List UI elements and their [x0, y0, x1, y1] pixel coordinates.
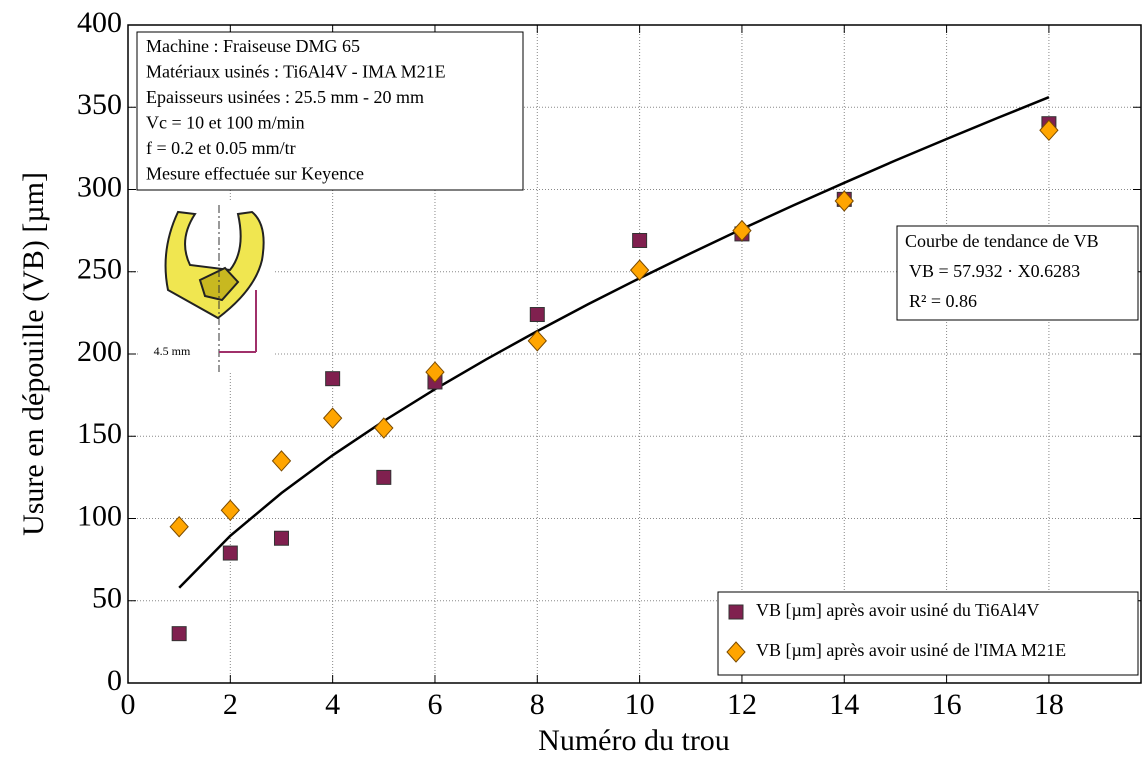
legend-frame — [717, 591, 1139, 676]
y-tick-label: 200 — [77, 335, 122, 368]
drill-label: 4.5 mm — [154, 344, 191, 358]
y-tick-label: 350 — [77, 88, 122, 121]
y-tick-label: 250 — [77, 253, 122, 286]
info-line: Matériaux usinés : Ti6Al4V - IMA M21E — [146, 62, 446, 82]
x-tick-label: 16 — [932, 688, 962, 721]
legend: VB [µm] après avoir usiné du Ti6Al4V VB [… — [717, 591, 1139, 676]
y-tick-label: 50 — [92, 582, 122, 615]
y-axis-label: Usure en dépouille (VB) [µm] — [17, 172, 50, 536]
trend-box: Courbe de tendance de VB VB = 57.932 · X0… — [896, 225, 1139, 321]
x-tick-label: 4 — [325, 688, 340, 721]
square-marker — [529, 307, 545, 323]
info-frame — [136, 31, 524, 191]
square-marker — [325, 371, 341, 387]
y-tick-label: 0 — [107, 664, 122, 697]
square-marker — [273, 530, 289, 546]
x-tick-label: 8 — [530, 688, 545, 721]
y-tick-label: 400 — [77, 6, 122, 39]
diamond-marker — [726, 641, 746, 663]
trend-frame — [896, 225, 1139, 321]
x-tick-label: 2 — [223, 688, 238, 721]
drill-body — [164, 210, 265, 320]
x-tick-label: 10 — [625, 688, 655, 721]
diamond-marker — [527, 330, 547, 352]
square-marker — [632, 232, 648, 248]
diamond-marker — [322, 407, 343, 429]
legend-label: VB [µm] après avoir usiné du Ti6Al4V — [756, 600, 1039, 620]
info-line: f = 0.2 et 0.05 mm/tr — [146, 138, 296, 158]
diamond-marker — [1039, 119, 1059, 142]
x-tick-label: 0 — [121, 688, 136, 721]
diamond-marker — [169, 515, 189, 538]
square-marker — [376, 469, 392, 485]
diamond-marker — [732, 219, 752, 242]
info-line: Vc = 10 et 100 m/min — [146, 113, 305, 133]
diamond-marker — [425, 361, 445, 383]
x-axis-label: Numéro du trou — [538, 724, 730, 757]
diamond-marker — [220, 499, 240, 522]
x-tick-label: 18 — [1034, 688, 1064, 721]
square-marker — [171, 626, 187, 642]
info-box: Machine : Fraiseuse DMG 65 Matériaux usin… — [136, 31, 524, 191]
diamond-marker — [629, 259, 650, 281]
diamond-marker — [271, 450, 292, 472]
trend-line — [178, 96, 1050, 589]
axes-frame — [127, 24, 1142, 684]
drill-icon: 4.5 mm — [138, 200, 273, 372]
legend-label: VB [µm] après avoir usiné de l'IMA M21E — [756, 640, 1066, 660]
trend-box-line: Courbe de tendance de VB — [905, 231, 1099, 251]
x-tick-label: 6 — [427, 688, 442, 721]
diamond-marker — [374, 417, 394, 439]
drill-tip — [198, 266, 240, 302]
y-tick-label: 100 — [77, 499, 122, 532]
y-tick-label: 300 — [77, 170, 122, 203]
trend-box-line: R² = 0.86 — [909, 291, 977, 311]
info-line: Epaisseurs usinées : 25.5 mm - 20 mm — [146, 87, 424, 107]
x-tick-label: 12 — [727, 688, 757, 721]
info-line: Mesure effectuée sur Keyence — [146, 164, 364, 184]
square-marker — [728, 604, 744, 620]
diamond-marker — [834, 190, 854, 212]
info-line: Machine : Fraiseuse DMG 65 — [146, 36, 360, 56]
marks — [169, 96, 1059, 642]
x-tick-label: 14 — [829, 688, 859, 721]
y-tick-label: 150 — [77, 417, 122, 450]
trend-box-line: VB = 57.932 · X0.6283 — [909, 261, 1080, 281]
square-marker — [222, 545, 238, 561]
